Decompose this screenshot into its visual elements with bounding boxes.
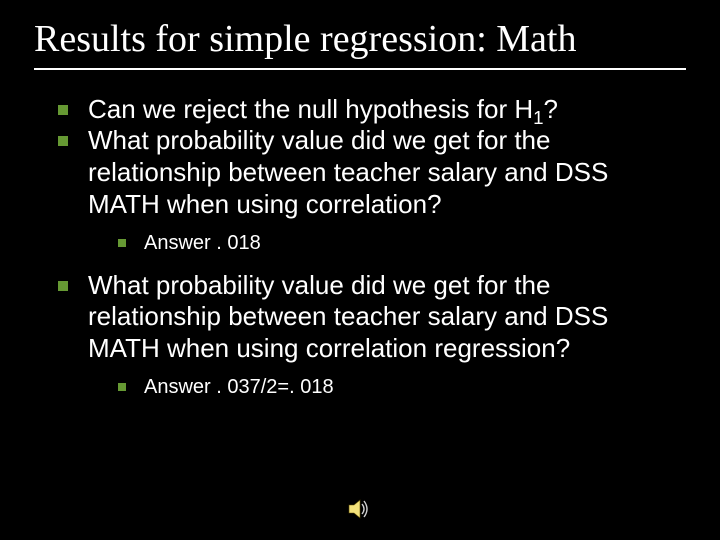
sound-icon[interactable] bbox=[348, 498, 372, 520]
bullet-text: Answer . 037/2=. 018 bbox=[144, 376, 334, 398]
sub-bullet-list: Answer . 018 bbox=[88, 231, 686, 256]
list-item: Answer . 018 bbox=[118, 231, 686, 256]
square-bullet-icon bbox=[58, 136, 68, 146]
list-item: Can we reject the null hypothesis for H1… bbox=[58, 94, 686, 126]
slide-title: Results for simple regression: Math bbox=[34, 18, 686, 62]
title-block: Results for simple regression: Math bbox=[34, 18, 686, 70]
square-bullet-icon bbox=[118, 383, 126, 391]
square-bullet-icon bbox=[118, 239, 126, 247]
square-bullet-icon bbox=[58, 105, 68, 115]
slide: Results for simple regression: Math Can … bbox=[0, 0, 720, 540]
sub-bullet-list: Answer . 037/2=. 018 bbox=[88, 375, 686, 400]
square-bullet-icon bbox=[58, 281, 68, 291]
bullet-text: Answer . 018 bbox=[144, 232, 261, 254]
bullet-text-post: ? bbox=[544, 94, 558, 124]
list-item: What probability value did we get for th… bbox=[58, 125, 686, 255]
bullet-text: What probability value did we get for th… bbox=[88, 125, 608, 218]
list-item: What probability value did we get for th… bbox=[58, 270, 686, 400]
bullet-text-pre: Can we reject the null hypothesis for H bbox=[88, 94, 533, 124]
bullet-text: What probability value did we get for th… bbox=[88, 270, 608, 363]
list-item: Answer . 037/2=. 018 bbox=[118, 375, 686, 400]
bullet-list: Can we reject the null hypothesis for H1… bbox=[34, 94, 686, 400]
